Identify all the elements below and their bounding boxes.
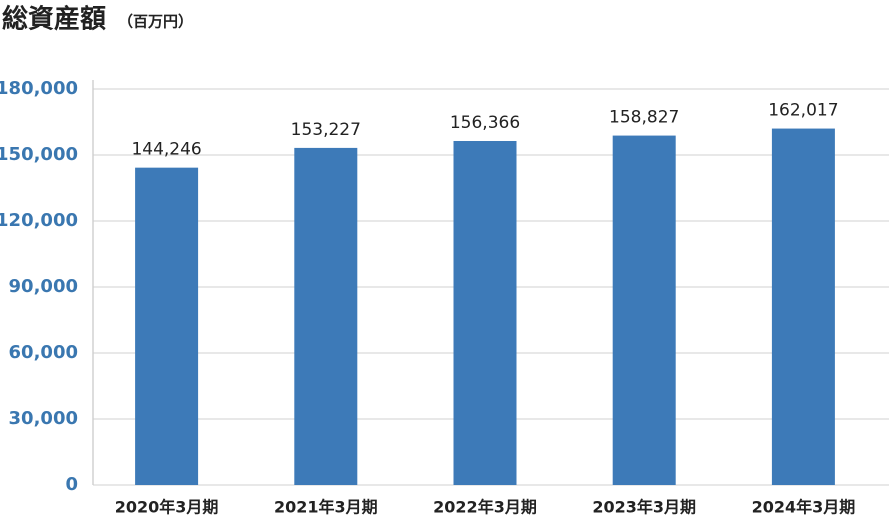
x-tick-label: 2024年3月期	[752, 498, 856, 517]
y-tick-label: 30,000	[9, 408, 78, 429]
chart-title: 総資産額	[2, 4, 106, 35]
value-label: 158,827	[609, 108, 679, 128]
bar	[612, 135, 676, 485]
bar	[294, 147, 358, 485]
y-tick-label: 0	[65, 474, 78, 495]
y-tick-label: 60,000	[9, 342, 78, 363]
y-tick-label: 150,000	[0, 144, 78, 165]
x-tick-label: 2020年3月期	[115, 498, 219, 517]
value-label: 156,366	[450, 113, 520, 133]
bar	[771, 128, 835, 485]
value-label: 144,246	[131, 140, 201, 160]
bar	[453, 140, 517, 485]
bar	[135, 167, 199, 485]
x-tick-label: 2023年3月期	[592, 498, 696, 517]
y-tick-label: 180,000	[0, 78, 78, 99]
value-label: 162,017	[768, 101, 838, 121]
chart-subtitle: （百万円）	[118, 13, 193, 31]
y-tick-label: 90,000	[9, 276, 78, 297]
y-tick-label: 120,000	[0, 210, 78, 231]
x-tick-label: 2021年3月期	[274, 498, 378, 517]
value-label: 153,227	[291, 120, 361, 140]
x-tick-label: 2022年3月期	[433, 498, 537, 517]
